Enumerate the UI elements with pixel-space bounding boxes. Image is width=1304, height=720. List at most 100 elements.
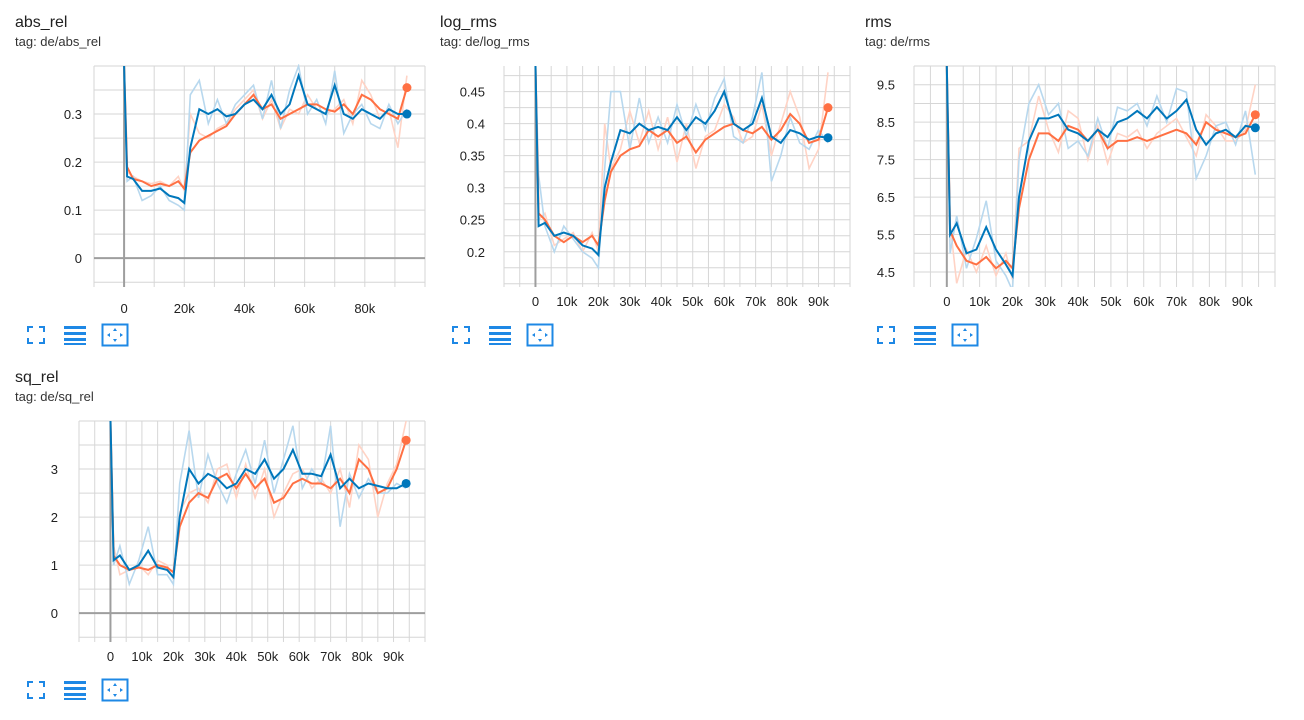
- chart-card-sq-rel: sq_rel tag: de/sq_rel 0 10k 20k 30k 40k 50k 60…: [0, 355, 426, 705]
- fullscreen-icon: [27, 326, 45, 344]
- x-tick-label: 70k: [320, 649, 341, 664]
- fit-domain-button[interactable]: [526, 323, 554, 347]
- y-tick-label: 1: [51, 558, 58, 573]
- fit-domain-button[interactable]: [101, 323, 129, 347]
- y-tick-label: 0: [51, 606, 58, 621]
- legend-button[interactable]: [62, 678, 88, 702]
- fullscreen-button[interactable]: [24, 323, 50, 347]
- run-orange-smoothed-line: [109, 420, 408, 575]
- y-tick-label: 8.5: [877, 115, 895, 130]
- x-tick-label: 0: [943, 294, 950, 309]
- run-orange-smoothed-end-point: [401, 435, 411, 445]
- x-tick-label: 10k: [556, 294, 577, 309]
- x-tick-label: 60k: [289, 649, 310, 664]
- series-group: [534, 65, 829, 271]
- run-blue-smoothed-raw-line: [534, 65, 829, 271]
- run-orange-smoothed-line: [534, 65, 829, 249]
- run-blue-smoothed-raw-line: [109, 420, 407, 587]
- legend-button[interactable]: [62, 323, 88, 347]
- fit-domain-icon: [101, 678, 129, 702]
- fullscreen-icon: [27, 681, 45, 699]
- x-tick-label: 0: [120, 301, 127, 316]
- x-tick-label: 30k: [619, 294, 640, 309]
- x-tick-label: 80k: [777, 294, 798, 309]
- run-orange-smoothed-raw-line: [534, 65, 829, 254]
- x-tick-label: 0: [107, 649, 114, 664]
- legend-icon: [64, 326, 86, 345]
- x-tick-label: 30k: [194, 649, 215, 664]
- x-tick-label: 50k: [682, 294, 703, 309]
- fit-domain-icon: [526, 323, 554, 347]
- chart-title: sq_rel: [15, 369, 59, 386]
- chart-title: log_rms: [440, 14, 497, 31]
- x-tick-label: 30k: [1035, 294, 1056, 309]
- chart-tag: tag: de/log_rms: [440, 34, 530, 49]
- run-orange-smoothed-end-point: [823, 103, 833, 113]
- run-blue-smoothed-line: [123, 65, 407, 205]
- legend-button[interactable]: [487, 323, 513, 347]
- x-tick-label: 50k: [1100, 294, 1121, 309]
- x-tick-label: 40k: [1068, 294, 1089, 309]
- x-tick-label: 20k: [1002, 294, 1023, 309]
- x-tick-label: 80k: [352, 649, 373, 664]
- x-tick-label: 80k: [354, 301, 375, 316]
- run-blue-smoothed-end-point: [401, 478, 411, 488]
- run-blue-smoothed-end-point: [402, 109, 412, 119]
- fullscreen-icon: [452, 326, 470, 344]
- series-group: [123, 64, 408, 212]
- y-tick-label: 9.5: [877, 78, 895, 93]
- x-tick-label: 90k: [1232, 294, 1253, 309]
- x-tick-label: 0: [532, 294, 539, 309]
- x-tick-label: 20k: [588, 294, 609, 309]
- y-tick-label: 3: [51, 462, 58, 477]
- run-blue-smoothed-line: [945, 65, 1256, 280]
- legend-icon: [64, 681, 86, 700]
- chart-tag: tag: de/rms: [865, 34, 931, 49]
- fit-domain-button[interactable]: [101, 678, 129, 702]
- y-tick-label: 0.1: [64, 203, 82, 218]
- y-tick-label: 5.5: [877, 228, 895, 243]
- x-tick-label: 40k: [226, 649, 247, 664]
- run-blue-smoothed-raw-line: [946, 65, 1257, 287]
- fit-domain-icon: [951, 323, 979, 347]
- x-tick-label: 20k: [174, 301, 195, 316]
- chart-plot[interactable]: 0 10k 20k 30k 40k 50k 60k 70k 80k 90k 0.2 0.25 0.3 0.…: [425, 0, 855, 320]
- legend-icon: [489, 326, 511, 345]
- y-tick-label: 0.2: [64, 155, 82, 170]
- fullscreen-button[interactable]: [24, 678, 50, 702]
- x-tick-label: 80k: [1199, 294, 1220, 309]
- fit-domain-button[interactable]: [951, 323, 979, 347]
- y-tick-label: 0.35: [460, 149, 485, 164]
- y-tick-label: 0: [75, 251, 82, 266]
- run-blue-smoothed-end-point: [1250, 123, 1260, 133]
- fullscreen-button[interactable]: [449, 323, 475, 347]
- fullscreen-button[interactable]: [874, 323, 900, 347]
- chart-plot[interactable]: 0 20k 40k 60k 80k 0 0.1 0.2 0.3: [0, 0, 430, 320]
- chart-title: abs_rel: [15, 14, 68, 31]
- legend-button[interactable]: [912, 323, 938, 347]
- x-tick-label: 40k: [651, 294, 672, 309]
- y-tick-label: 0.25: [460, 213, 485, 228]
- x-tick-label: 70k: [1166, 294, 1187, 309]
- y-tick-label: 2: [51, 510, 58, 525]
- chart-plot[interactable]: 0 10k 20k 30k 40k 50k 60k 70k 80k 90k 4.5 5.5 6.5 7.5…: [850, 0, 1280, 320]
- y-tick-label: 0.4: [467, 117, 485, 132]
- x-tick-label: 60k: [714, 294, 735, 309]
- x-tick-label: 50k: [257, 649, 278, 664]
- x-tick-label: 70k: [745, 294, 766, 309]
- chart-card-log-rms: log_rms tag: de/log_rms 0 10k 20k 30k 40k 50k…: [425, 0, 851, 350]
- chart-tag: tag: de/abs_rel: [15, 34, 102, 49]
- legend-icon: [914, 326, 936, 345]
- chart-plot[interactable]: 0 10k 20k 30k 40k 50k 60k 70k 80k 90k 0 1 2 3: [0, 355, 430, 675]
- x-tick-label: 40k: [234, 301, 255, 316]
- chart-card-abs-rel: abs_rel tag: de/abs_rel 0 20k 40k 60k 80k 0 0.…: [0, 0, 426, 350]
- run-orange-smoothed-line: [123, 65, 408, 191]
- y-tick-label: 4.5: [877, 265, 895, 280]
- y-tick-label: 6.5: [877, 190, 895, 205]
- run-blue-smoothed-end-point: [823, 133, 833, 143]
- chart-title: rms: [865, 14, 892, 31]
- x-tick-label: 60k: [1133, 294, 1154, 309]
- run-orange-smoothed-end-point: [1250, 110, 1260, 120]
- run-blue-smoothed-line: [109, 420, 407, 580]
- x-tick-label: 60k: [294, 301, 315, 316]
